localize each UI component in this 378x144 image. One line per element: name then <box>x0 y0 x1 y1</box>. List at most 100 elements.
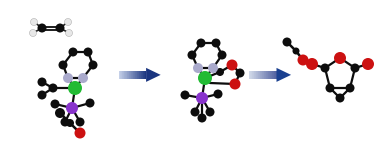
Bar <box>256 71 257 79</box>
Bar <box>270 71 271 79</box>
Bar <box>123 71 124 79</box>
Bar <box>264 71 265 79</box>
Circle shape <box>37 77 46 87</box>
Circle shape <box>48 84 57 92</box>
Circle shape <box>226 59 237 71</box>
Bar <box>266 71 267 79</box>
Bar <box>271 71 272 79</box>
Circle shape <box>187 51 197 59</box>
Circle shape <box>59 60 68 70</box>
Circle shape <box>181 90 189 100</box>
Circle shape <box>37 23 46 33</box>
Circle shape <box>88 60 98 70</box>
Circle shape <box>68 48 77 56</box>
Circle shape <box>345 84 355 92</box>
Bar <box>131 71 132 79</box>
Bar <box>273 71 274 79</box>
Circle shape <box>334 52 346 64</box>
Bar <box>139 71 140 79</box>
Bar <box>129 71 130 79</box>
Circle shape <box>60 118 70 126</box>
Circle shape <box>325 84 335 92</box>
Bar <box>141 71 142 79</box>
Circle shape <box>336 93 344 103</box>
Circle shape <box>66 102 78 114</box>
Bar <box>128 71 129 79</box>
Circle shape <box>78 73 88 83</box>
Bar <box>142 71 143 79</box>
Circle shape <box>196 92 208 104</box>
Bar <box>136 71 137 79</box>
Bar <box>134 71 135 79</box>
Bar <box>122 71 123 79</box>
Circle shape <box>297 54 308 66</box>
Bar <box>143 71 144 79</box>
Circle shape <box>65 30 73 36</box>
Circle shape <box>293 48 299 54</box>
Bar <box>263 71 264 79</box>
Bar <box>275 71 276 79</box>
Bar <box>130 71 131 79</box>
Bar <box>258 71 259 79</box>
Bar <box>121 71 122 79</box>
Circle shape <box>193 63 203 73</box>
Polygon shape <box>276 68 291 82</box>
Circle shape <box>235 69 245 77</box>
Bar <box>135 71 136 79</box>
Bar <box>125 71 126 79</box>
Circle shape <box>76 118 85 126</box>
Bar <box>133 71 134 79</box>
Bar <box>269 71 270 79</box>
Circle shape <box>65 18 71 25</box>
Circle shape <box>362 58 374 70</box>
Bar <box>261 71 262 79</box>
Circle shape <box>56 23 65 33</box>
Circle shape <box>74 127 85 139</box>
Circle shape <box>31 18 37 25</box>
Circle shape <box>217 51 226 59</box>
Circle shape <box>37 90 46 100</box>
Bar <box>119 71 120 79</box>
Bar <box>257 71 258 79</box>
Bar <box>260 71 261 79</box>
Circle shape <box>208 63 218 73</box>
Circle shape <box>229 78 240 90</box>
Circle shape <box>66 119 74 127</box>
Bar <box>140 71 141 79</box>
Bar <box>250 71 251 79</box>
Bar <box>262 71 263 79</box>
Bar <box>253 71 254 79</box>
Circle shape <box>197 38 206 48</box>
Bar <box>272 71 273 79</box>
Circle shape <box>84 48 93 56</box>
Bar <box>137 71 138 79</box>
Bar <box>255 71 256 79</box>
Circle shape <box>191 108 200 116</box>
Bar <box>251 71 252 79</box>
Bar <box>249 71 250 79</box>
Circle shape <box>29 30 37 36</box>
Bar <box>126 71 127 79</box>
Circle shape <box>282 37 291 47</box>
Circle shape <box>206 108 214 116</box>
Bar <box>144 71 145 79</box>
Bar <box>124 71 125 79</box>
Bar <box>274 71 275 79</box>
Circle shape <box>212 38 220 48</box>
Circle shape <box>198 71 212 85</box>
Circle shape <box>216 68 224 76</box>
Circle shape <box>63 73 73 83</box>
Circle shape <box>85 98 94 108</box>
Bar <box>145 71 146 79</box>
Circle shape <box>214 90 223 98</box>
Circle shape <box>306 58 318 70</box>
Circle shape <box>55 108 65 118</box>
Bar <box>127 71 128 79</box>
Bar <box>254 71 255 79</box>
Bar <box>138 71 139 79</box>
Bar <box>265 71 266 79</box>
Circle shape <box>321 64 330 72</box>
Bar <box>259 71 260 79</box>
Bar <box>267 71 268 79</box>
Circle shape <box>197 113 206 123</box>
